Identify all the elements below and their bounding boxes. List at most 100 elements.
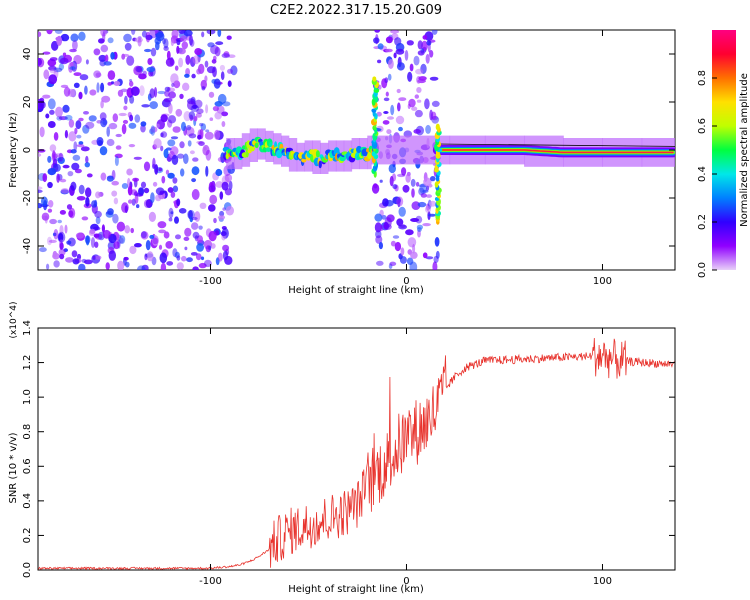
- spectral-speckle: [42, 215, 49, 220]
- spectral-speckle: [84, 235, 91, 244]
- spectral-speckle: [228, 180, 233, 191]
- y-tick-label: 20: [22, 96, 33, 109]
- spectral-speckle: [47, 155, 52, 163]
- spectral-speckle: [70, 149, 77, 154]
- spectral-speckle: [134, 114, 141, 123]
- spectral-speckle: [390, 104, 395, 116]
- spectral-speckle: [47, 121, 56, 128]
- spectral-speckle: [140, 121, 147, 127]
- colorbar-tick-label: 0.4: [697, 166, 708, 182]
- spectral-speckle: [398, 206, 406, 217]
- snr-y-axis-label: SNR (10 * v/v): [8, 432, 19, 503]
- spectral-speckle: [126, 168, 133, 176]
- spectral-speckle: [144, 253, 148, 261]
- spectral-speckle: [172, 185, 179, 193]
- spectral-speckle: [127, 177, 131, 189]
- spectral-speckle: [187, 140, 192, 147]
- spectral-speckle: [175, 234, 181, 240]
- spectral-speckle: [376, 111, 382, 117]
- spectral-speckle: [73, 82, 80, 89]
- spectral-speckle: [125, 261, 130, 268]
- y-tick-label: 0.8: [22, 424, 33, 440]
- spectral-speckle: [194, 48, 203, 56]
- spectral-speckle: [402, 184, 410, 193]
- spectral-speckle: [198, 262, 207, 269]
- spectral-speckle: [93, 233, 100, 238]
- spectral-speckle: [192, 157, 199, 162]
- spectral-speckle: [62, 164, 70, 169]
- spectral-speckle: [191, 222, 199, 230]
- spectral-speckle: [214, 101, 223, 107]
- spectral-speckle: [70, 181, 77, 191]
- spectral-speckle: [58, 116, 68, 121]
- spectral-speckle: [47, 181, 53, 189]
- spectral-speckle: [124, 95, 128, 105]
- spectral-speckle: [183, 153, 189, 165]
- spectral-speckle: [399, 256, 407, 264]
- spectral-speckle: [164, 86, 170, 92]
- spectral-speckle: [71, 250, 78, 258]
- spectral-speckle: [69, 61, 74, 67]
- spectral-speckle: [107, 208, 114, 216]
- spectral-speckle: [39, 247, 47, 253]
- spectral-speckle: [206, 30, 216, 35]
- spectral-speckle: [222, 244, 230, 252]
- y-tick-label: -20: [22, 190, 33, 206]
- signal-blob: [225, 153, 229, 160]
- spectral-speckle: [429, 76, 439, 81]
- spectrogram-x-axis: -100 0 100: [199, 30, 612, 287]
- spectral-speckle: [139, 85, 145, 97]
- spectral-speckle: [123, 256, 129, 261]
- spectral-speckle: [56, 173, 60, 183]
- spectral-speckle: [386, 129, 392, 135]
- spectral-speckle: [410, 178, 416, 187]
- spectral-speckle: [67, 171, 74, 177]
- spectral-speckle: [178, 208, 187, 214]
- spectral-speckle: [47, 236, 52, 246]
- snr-panel: -100 0 100 0.0 0.2 0.4 0.6 0.8 1.0 1.2 1.4 Height…: [8, 301, 676, 595]
- spectral-speckle: [47, 208, 53, 213]
- spectral-speckle: [409, 63, 414, 72]
- spectral-speckle: [434, 237, 440, 247]
- spectral-speckle: [144, 48, 152, 53]
- spectral-speckle: [176, 39, 181, 46]
- spectral-speckle: [107, 82, 112, 86]
- y-tick-label: 1.0: [22, 389, 33, 405]
- spectral-speckle: [205, 104, 209, 114]
- spectral-speckle: [108, 250, 117, 261]
- spectral-speckle: [101, 95, 111, 103]
- spectral-speckle: [411, 106, 418, 111]
- spectral-speckle: [428, 213, 437, 217]
- spectral-speckle: [406, 40, 414, 46]
- spectral-speckle: [174, 65, 179, 71]
- spectral-speckle: [192, 55, 200, 65]
- spectrogram-panel: -100 0 100 -40 -20 0 20 40 Height of straight …: [8, 29, 676, 296]
- spectral-speckle: [420, 193, 427, 198]
- spectral-speckle: [128, 122, 137, 129]
- signal-halo-segment: [312, 140, 321, 174]
- signal-blob: [249, 145, 255, 152]
- spectral-speckle: [52, 150, 56, 160]
- spectral-speckle: [170, 38, 174, 47]
- spectral-speckle: [415, 68, 424, 75]
- spectral-speckle: [417, 201, 427, 208]
- spectral-speckle: [222, 101, 231, 107]
- spectral-speckle: [143, 187, 150, 194]
- spectral-speckle: [100, 172, 107, 181]
- spectral-speckle: [55, 157, 62, 162]
- spectral-speckle: [175, 108, 183, 117]
- x-tick-label: -100: [199, 576, 222, 587]
- spectral-speckle: [170, 73, 179, 85]
- spectral-speckle: [95, 255, 102, 260]
- spectral-speckle: [209, 117, 214, 121]
- spectral-speckle: [152, 157, 156, 169]
- spectrogram-x-axis-label: Height of straight line (km): [288, 285, 424, 296]
- spectral-speckle: [163, 231, 170, 239]
- spectral-speckle: [383, 221, 389, 230]
- spectral-speckle: [398, 126, 403, 132]
- spectral-speckle: [44, 215, 48, 224]
- spectral-speckle: [106, 138, 115, 147]
- spectral-speckle: [49, 57, 58, 62]
- spectral-speckle: [54, 30, 63, 34]
- spectral-speckle: [53, 229, 59, 240]
